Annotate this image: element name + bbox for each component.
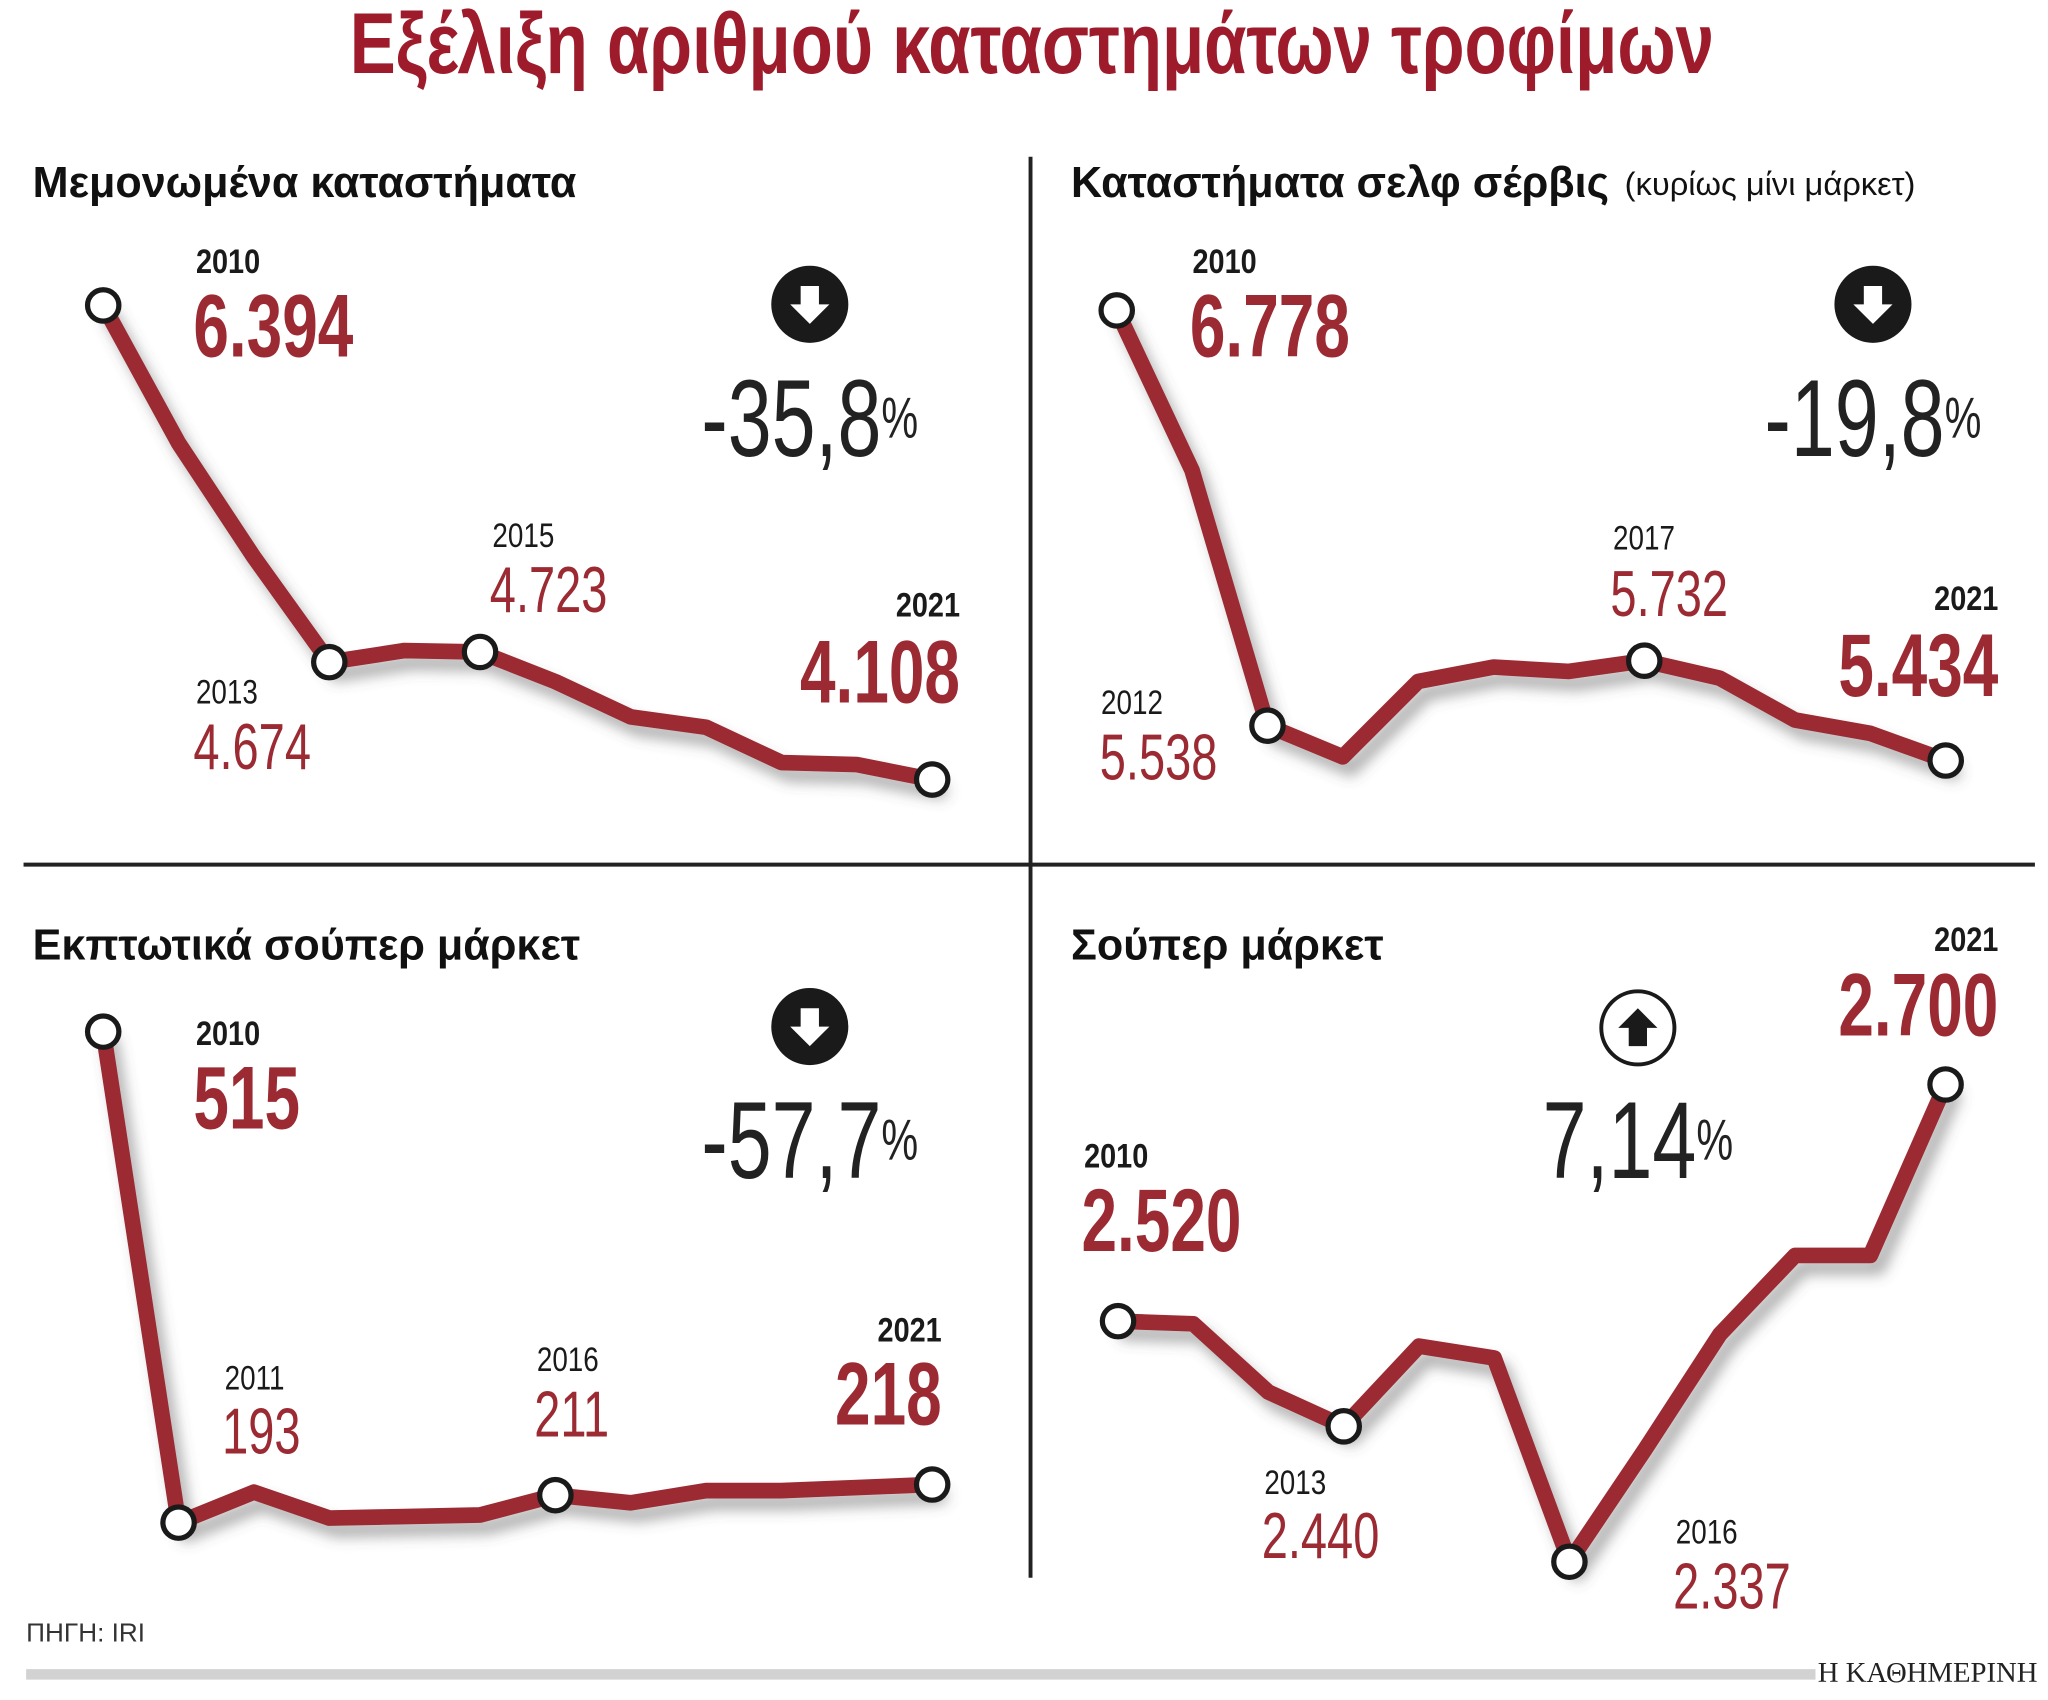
change-arrow (1853, 286, 1893, 324)
data-line (95, 297, 941, 788)
data-line (1108, 302, 1954, 769)
value-label: 6.778 (1190, 277, 1350, 376)
data-line (95, 1023, 941, 1531)
value-label: 218 (835, 1346, 942, 1445)
point-marker (913, 761, 951, 798)
value-label: 5.538 (1100, 721, 1218, 794)
value-label: 515 (193, 1049, 300, 1148)
value-label: 5.434 (1838, 617, 1998, 716)
year-label: 2010 (1192, 242, 1256, 281)
year-label: 2015 (492, 516, 554, 554)
point-marker (160, 1504, 197, 1541)
publisher: Η ΚΑΘΗΜΕΡΙΝΗ (1818, 1657, 2038, 1689)
point-marker (1249, 707, 1286, 744)
value-label: 4.723 (490, 554, 608, 627)
change-unit: % (881, 386, 918, 450)
point-marker (1325, 1408, 1363, 1445)
point-marker (1927, 1066, 1964, 1103)
year-label: 2010 (196, 1014, 260, 1053)
source: ΠΗΓΗ: IRI (26, 1618, 145, 1648)
main-title: Εξέλιξη αριθμού καταστημάτων τροφίμων (350, 0, 1714, 92)
point-marker (1099, 1302, 1137, 1340)
year-label: 2013 (196, 673, 258, 711)
year-label: 2021 (878, 1310, 942, 1349)
change-text: 7,14% (1543, 1079, 1734, 1202)
change-text: -19,8% (1765, 357, 1982, 480)
year-label: 2010 (1084, 1136, 1148, 1175)
panel-title-text: Καταστήματα σελφ σέρβις (1071, 159, 1609, 207)
point-marker (1927, 742, 1964, 779)
change-value: 7,14 (1543, 1079, 1697, 1202)
point-marker (461, 633, 499, 671)
point-marker (1551, 1543, 1588, 1581)
data-line (1110, 1076, 1954, 1570)
change-arrow (1618, 1008, 1658, 1047)
change-text: -35,8% (701, 357, 918, 480)
point-marker (1098, 292, 1136, 329)
year-label: 2016 (1676, 1513, 1738, 1551)
year-label: 2021 (1934, 579, 1998, 618)
point-marker (1625, 642, 1663, 679)
value-label: 5.732 (1610, 558, 1728, 631)
panel-title-text: Σούπερ μάρκετ (1071, 922, 1384, 970)
change-value: -57,7 (701, 1079, 881, 1202)
value-label: 4.674 (193, 710, 311, 783)
panel-subtitle: (κυρίως μίνι μάρκετ) (1625, 164, 1916, 201)
year-label: 2013 (1264, 1463, 1326, 1501)
change-arrow (790, 1008, 830, 1047)
panel-title: Καταστήματα σελφ σέρβις (κυρίως μίνι μάρκ… (1071, 159, 1915, 207)
year-label: 2012 (1101, 684, 1163, 722)
panel-title: Εκπτωτικά σούπερ μάρκετ (33, 922, 580, 970)
value-label: 2.520 (1081, 1172, 1241, 1271)
value-label: 2.337 (1673, 1550, 1791, 1623)
year-label: 2021 (896, 585, 960, 624)
value-label: 211 (534, 1378, 609, 1451)
value-label: 2.700 (1838, 956, 1998, 1055)
change-text: -57,7% (701, 1079, 918, 1202)
panel-title-text: Εκπτωτικά σούπερ μάρκετ (33, 922, 580, 970)
point-marker (913, 1466, 951, 1503)
change-unit: % (1696, 1108, 1733, 1172)
year-label: 2021 (1934, 920, 1998, 959)
point-marker (84, 287, 122, 324)
panel-title: Σούπερ μάρκετ (1071, 922, 1384, 970)
point-marker (84, 1013, 122, 1050)
value-label: 4.108 (800, 623, 960, 722)
value-label: 2.440 (1262, 1499, 1380, 1572)
point-marker (311, 643, 348, 681)
value-label: 6.394 (193, 277, 353, 376)
year-label: 2011 (225, 1359, 285, 1397)
change-arrow (790, 286, 830, 324)
change-unit: % (881, 1108, 918, 1172)
change-value: -19,8 (1765, 357, 1945, 480)
year-label: 2016 (537, 1340, 599, 1378)
panel-title: Μεμονωμένα καταστήματα (33, 159, 577, 207)
change-unit: % (1945, 386, 1982, 450)
point-marker (537, 1476, 574, 1514)
change-value: -35,8 (701, 357, 881, 480)
year-label: 2017 (1613, 519, 1675, 557)
value-label: 193 (222, 1395, 300, 1468)
panel-title-text: Μεμονωμένα καταστήματα (33, 159, 577, 207)
year-label: 2010 (196, 242, 260, 281)
